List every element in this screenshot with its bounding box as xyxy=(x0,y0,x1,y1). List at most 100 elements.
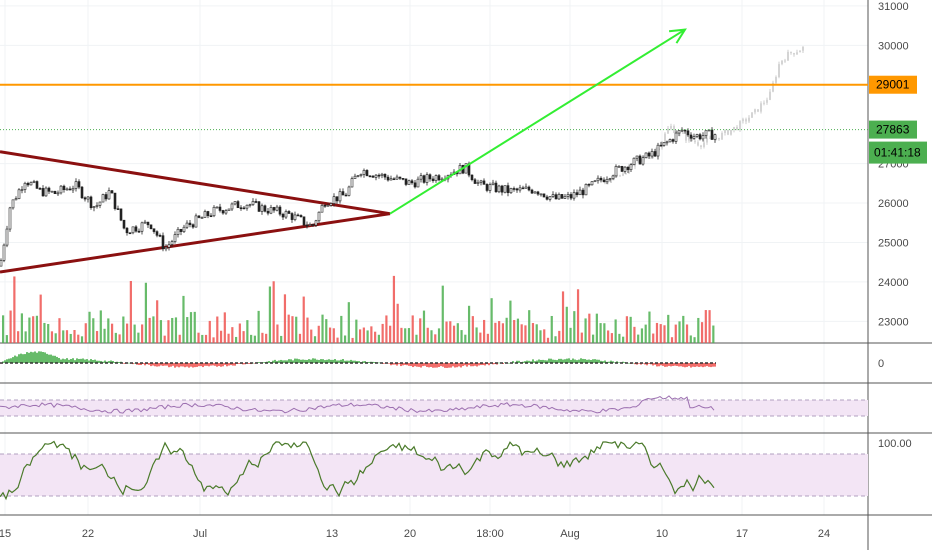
macd-bar xyxy=(194,363,196,368)
time-tick-label: Aug xyxy=(560,528,580,540)
volume-bar xyxy=(576,289,580,343)
candle-body xyxy=(215,206,219,209)
projection-body xyxy=(667,128,669,134)
macd-bar xyxy=(282,360,284,363)
macd-bar xyxy=(674,363,676,366)
candle-body xyxy=(680,129,684,132)
volume-bar xyxy=(486,333,489,343)
projection-body xyxy=(619,175,621,177)
candle-body xyxy=(41,188,45,197)
volume-bar xyxy=(227,333,230,343)
volume-bar xyxy=(392,275,396,343)
candle-body xyxy=(533,191,537,194)
candle-body xyxy=(566,194,570,197)
volume-bar xyxy=(178,334,181,343)
candle-body xyxy=(485,184,489,191)
macd-bar xyxy=(330,359,332,363)
candle-body xyxy=(548,196,552,200)
macd-bar xyxy=(346,360,348,363)
volume-bar xyxy=(637,334,640,343)
candle-body xyxy=(413,182,417,188)
projection-body xyxy=(670,126,672,129)
candle-body xyxy=(68,188,72,191)
volume-bar xyxy=(92,318,95,343)
candle-body xyxy=(245,204,249,209)
macd-bar xyxy=(596,359,598,363)
macd-bar xyxy=(188,363,190,368)
time-tick-label: 10 xyxy=(656,528,668,540)
volume-bar xyxy=(655,322,659,343)
macd-bar xyxy=(302,359,304,363)
macd-bar xyxy=(112,361,114,363)
price-lines[interactable] xyxy=(0,83,868,131)
volume-bar xyxy=(524,325,527,343)
candle-body xyxy=(29,182,33,186)
macd-bar xyxy=(676,363,678,366)
projection-body xyxy=(745,119,747,122)
macd-bar xyxy=(658,363,660,367)
target-arrow[interactable] xyxy=(389,28,687,215)
candle-body xyxy=(5,228,9,246)
projection-body xyxy=(796,52,798,55)
macd-bar xyxy=(12,357,14,363)
volume-bar xyxy=(65,330,69,343)
candle-body xyxy=(212,206,216,217)
triangle-pattern[interactable] xyxy=(0,150,391,274)
macd-bar xyxy=(306,359,308,363)
time-tick-label: 13 xyxy=(326,528,338,540)
volume-bar xyxy=(137,332,140,343)
volume-bar xyxy=(381,323,384,343)
volume-bar xyxy=(242,331,245,343)
volume-bar xyxy=(479,332,482,343)
candle-body xyxy=(434,175,438,181)
macd-bar xyxy=(530,361,532,363)
candle-body xyxy=(320,205,324,213)
macd-bar xyxy=(60,359,62,363)
candle-body xyxy=(218,206,222,211)
macd-bar xyxy=(598,359,600,363)
macd-bar xyxy=(402,363,404,366)
candle-body xyxy=(599,177,603,181)
projection-body xyxy=(790,51,792,54)
projection-body xyxy=(709,137,711,139)
volume-bar xyxy=(389,325,392,343)
volume-bar xyxy=(359,329,362,343)
macd-bar xyxy=(104,360,106,363)
macd-bar xyxy=(664,363,666,367)
volume-bar xyxy=(340,315,343,343)
macd-bar xyxy=(218,363,220,367)
volume-bar xyxy=(110,323,114,343)
time-tick-label: 15 xyxy=(0,528,11,540)
volume-bar xyxy=(355,319,358,343)
volume-bar xyxy=(610,333,613,343)
candle-body xyxy=(80,186,84,199)
macd-bar xyxy=(610,360,612,363)
macd-bar xyxy=(332,359,334,363)
macd-bar xyxy=(168,363,170,368)
candle-body xyxy=(632,157,636,165)
projection-body xyxy=(622,173,624,176)
candle-body xyxy=(236,201,240,209)
macd-bar xyxy=(508,362,510,364)
candle-body xyxy=(422,175,426,183)
volume-bar xyxy=(622,336,625,343)
volume-bar xyxy=(73,330,76,343)
candle-body xyxy=(701,135,705,140)
volume-bar xyxy=(163,335,166,343)
macd-bar xyxy=(82,358,84,363)
volume-bar xyxy=(565,306,568,343)
macd-bar xyxy=(484,363,486,366)
volume-bar xyxy=(261,332,264,343)
candle-body xyxy=(47,187,51,192)
projection-body xyxy=(706,138,708,143)
macd-bar xyxy=(62,358,64,363)
macd-bar xyxy=(98,360,100,363)
candle-body xyxy=(704,130,708,136)
candle-body xyxy=(269,207,273,214)
projection-body xyxy=(610,179,612,183)
volume-bar xyxy=(419,318,422,343)
macd-bar xyxy=(398,363,400,365)
macd-bar xyxy=(224,363,226,365)
